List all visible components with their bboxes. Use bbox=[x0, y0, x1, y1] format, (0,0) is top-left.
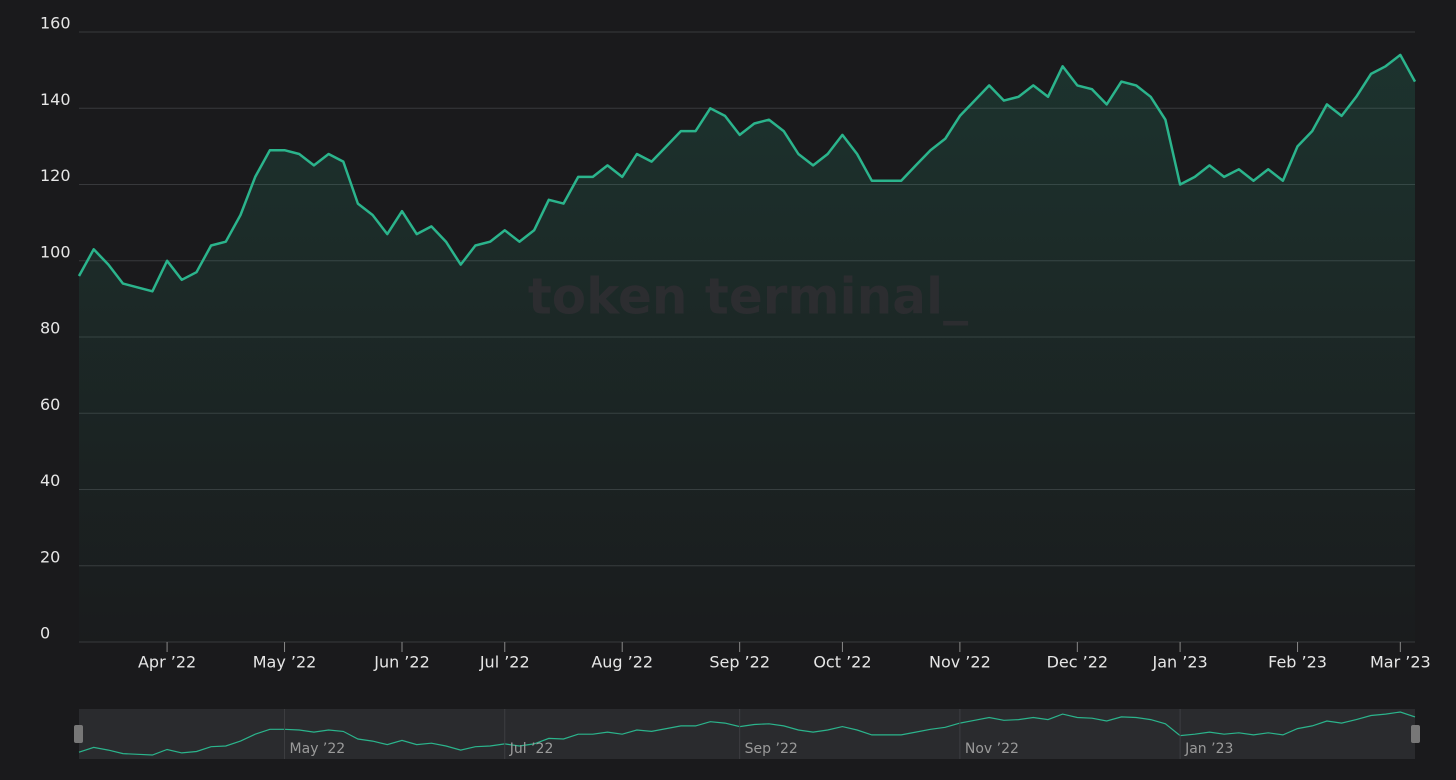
line bbox=[77, 53, 1417, 293]
navigator-label: Jul ’22 bbox=[509, 741, 554, 757]
y-tick-label: 120 bbox=[40, 166, 71, 185]
navigator-line bbox=[78, 711, 1416, 756]
x-tick-label: Jun ’22 bbox=[373, 653, 430, 672]
y-tick-label: 60 bbox=[40, 395, 60, 414]
line-area bbox=[79, 54, 1415, 642]
navigator-label: Jan ’23 bbox=[1184, 741, 1233, 757]
y-tick-label: 160 bbox=[40, 14, 71, 33]
x-tick-label: Oct ’22 bbox=[813, 653, 871, 672]
x-tick-label: Feb ’23 bbox=[1268, 653, 1327, 672]
navigator-label: Sep ’22 bbox=[745, 741, 798, 757]
x-tick-label: Dec ’22 bbox=[1047, 653, 1109, 672]
x-tick-label: Apr ’22 bbox=[138, 653, 196, 672]
navigator-label: Nov ’22 bbox=[965, 741, 1019, 757]
x-tick-label: Jan ’23 bbox=[1151, 653, 1207, 672]
y-tick-label: 20 bbox=[40, 547, 60, 566]
navigator-handle[interactable] bbox=[74, 725, 83, 743]
navigator-label: May ’22 bbox=[290, 741, 346, 757]
y-tick-label: 140 bbox=[40, 90, 71, 109]
y-tick-label: 0 bbox=[40, 624, 50, 643]
y-tick-label: 40 bbox=[40, 471, 60, 490]
x-tick-label: Aug ’22 bbox=[591, 653, 653, 672]
x-tick-label: May ’22 bbox=[253, 653, 317, 672]
x-tick-label: Sep ’22 bbox=[709, 653, 770, 672]
x-tick-label: Mar ’23 bbox=[1370, 653, 1431, 672]
x-tick-label: Nov ’22 bbox=[929, 653, 991, 672]
watermark: token terminal_ bbox=[528, 268, 968, 326]
y-tick-label: 80 bbox=[40, 319, 60, 338]
y-tick-label: 100 bbox=[40, 242, 71, 261]
x-tick-label: Jul ’22 bbox=[479, 653, 530, 672]
navigator-handle[interactable] bbox=[1411, 725, 1420, 743]
